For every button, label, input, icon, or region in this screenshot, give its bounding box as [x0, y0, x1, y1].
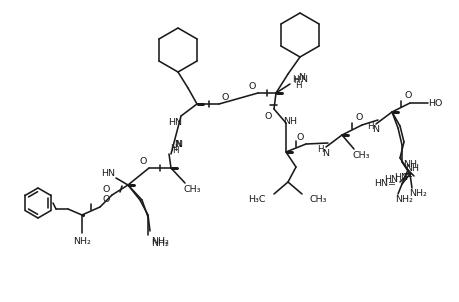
Text: N: N: [298, 72, 305, 82]
Text: H: H: [292, 76, 299, 85]
Text: O: O: [221, 92, 228, 101]
Text: CH₃: CH₃: [183, 185, 200, 194]
Text: N: N: [300, 75, 307, 83]
Text: NH₂: NH₂: [151, 239, 168, 248]
Text: O: O: [296, 133, 303, 142]
Text: O: O: [354, 113, 362, 121]
Text: H: H: [294, 81, 301, 89]
Text: CH₃: CH₃: [309, 195, 327, 204]
Text: O: O: [264, 111, 271, 120]
Text: NH₂: NH₂: [151, 237, 168, 246]
Text: N: N: [372, 124, 379, 133]
Text: N: N: [175, 140, 182, 149]
Text: HN: HN: [168, 117, 182, 127]
Text: HN=: HN=: [373, 179, 395, 188]
Text: O: O: [403, 91, 411, 99]
Text: H: H: [171, 146, 178, 155]
Text: NH₂: NH₂: [394, 195, 412, 204]
Text: N: N: [322, 149, 329, 158]
Text: NH: NH: [402, 159, 416, 169]
Text: HN: HN: [393, 174, 407, 182]
Text: HN: HN: [383, 175, 397, 185]
Text: HN: HN: [101, 169, 115, 178]
Text: =: =: [402, 169, 412, 182]
Text: H: H: [316, 144, 323, 153]
Text: H: H: [291, 75, 298, 83]
Text: H: H: [366, 121, 373, 130]
Text: H: H: [169, 143, 176, 153]
Text: NH₂: NH₂: [408, 189, 426, 198]
Text: O: O: [102, 195, 109, 204]
Text: O: O: [139, 156, 146, 165]
Text: HO: HO: [427, 98, 441, 108]
Text: O: O: [248, 82, 255, 91]
Text: NH₂: NH₂: [73, 236, 91, 246]
Text: CH₃: CH₃: [352, 150, 369, 159]
Text: NH: NH: [282, 117, 297, 126]
Text: N: N: [174, 140, 181, 149]
Text: O: O: [102, 185, 109, 194]
Text: NH: NH: [404, 163, 418, 172]
Text: H₃C: H₃C: [248, 195, 265, 204]
